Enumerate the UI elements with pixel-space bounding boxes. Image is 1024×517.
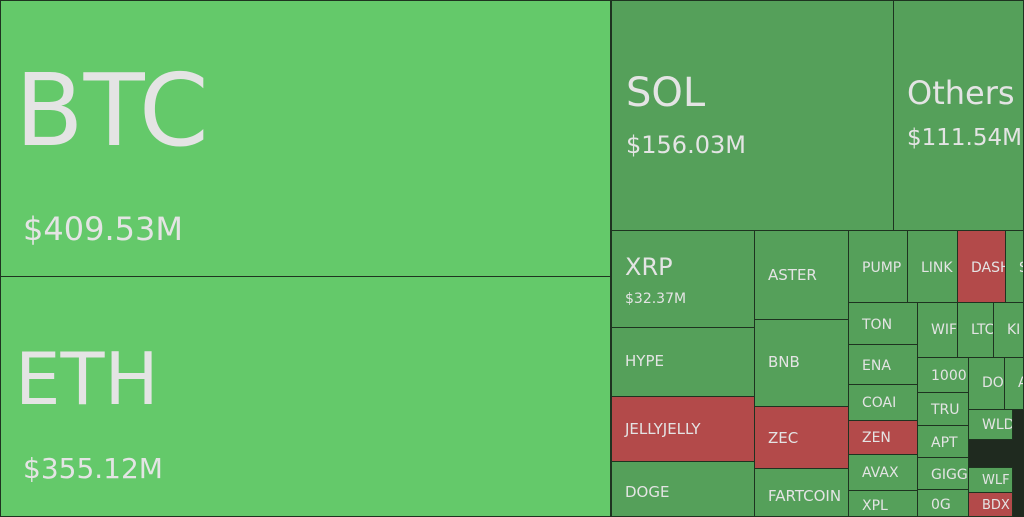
- tile: WLF: [968, 467, 1013, 493]
- tile-label: HYPE: [625, 352, 664, 370]
- tile-label: TRU: [931, 402, 960, 418]
- tile-label: ASTER: [768, 266, 817, 284]
- tile: S: [1005, 230, 1024, 303]
- tile-label: Others: [907, 74, 1015, 112]
- tile: A: [1004, 357, 1024, 410]
- tile-value: $409.53M: [23, 210, 183, 248]
- tile: BDX: [968, 492, 1013, 517]
- tile: WIF: [917, 302, 958, 358]
- tile: DOGE: [611, 461, 755, 517]
- tile-label: SOL: [626, 70, 706, 116]
- tile-label: AVAX: [862, 465, 899, 481]
- tile: FARTCOIN: [754, 468, 849, 517]
- tile-label: DOGE: [625, 483, 670, 501]
- tile: ASTER: [754, 230, 849, 320]
- tile-value: $111.54M: [907, 125, 1022, 151]
- tile: Others $111.54M: [893, 0, 1024, 231]
- tile-value: $32.37M: [625, 291, 687, 307]
- tile-label: BNB: [768, 353, 800, 371]
- tile-label: LINK: [921, 260, 953, 276]
- tile: JELLYJELLY: [611, 396, 755, 462]
- tile-label: DO: [982, 375, 1004, 391]
- tile: ENA: [848, 344, 918, 385]
- tile-value: $156.03M: [626, 131, 746, 159]
- tile: AVAX: [848, 454, 918, 491]
- tile: LINK: [907, 230, 958, 303]
- tile: ZEN: [848, 420, 918, 455]
- tile: TRU: [917, 392, 969, 426]
- tile-label: ETH: [15, 337, 159, 421]
- tile-label: BDX: [982, 498, 1010, 513]
- tile-label: FARTCOIN: [768, 487, 842, 505]
- tile: BNB: [754, 319, 849, 407]
- tile: SOL $156.03M: [611, 0, 894, 231]
- tile-label: XRP: [625, 253, 673, 281]
- tile: KI: [993, 302, 1024, 358]
- tile-label: KI: [1007, 322, 1021, 338]
- tile-label: TON: [862, 317, 893, 333]
- tile-label: WLF: [982, 473, 1010, 488]
- tile: PUMP: [848, 230, 908, 303]
- tile-label: WLD: [982, 417, 1013, 433]
- tile: 0G: [917, 489, 969, 517]
- tile-label: APT: [931, 435, 958, 451]
- tile: ETH $355.12M: [0, 276, 611, 517]
- tile: LTC: [957, 302, 994, 358]
- tile: TON: [848, 302, 918, 345]
- tile: COAI: [848, 384, 918, 421]
- tile: GIGG: [917, 457, 969, 490]
- tile: XRP $32.37M: [611, 230, 755, 328]
- tile-label: COAI: [862, 395, 897, 411]
- tile-label: JELLYJELLY: [625, 420, 701, 438]
- tile-label: A: [1018, 376, 1023, 390]
- tile-label: WIF: [931, 322, 958, 338]
- tile-value: $355.12M: [23, 452, 163, 485]
- tile-label: BTC: [15, 52, 209, 169]
- tile-label: ENA: [862, 358, 891, 374]
- tile: HYPE: [611, 327, 755, 397]
- tile-label: LTC: [971, 322, 994, 338]
- tile: BTC $409.53M: [0, 0, 611, 277]
- tile: WLD: [968, 409, 1013, 440]
- tile: APT: [917, 425, 969, 458]
- tile-label: ZEC: [768, 429, 799, 447]
- tile-label: 1000: [931, 368, 967, 384]
- tile-label: 0G: [931, 497, 951, 513]
- tile: XPL: [848, 490, 918, 517]
- tile-label: S: [1019, 261, 1023, 275]
- tile-label: GIGG: [931, 467, 968, 483]
- tile-label: XPL: [862, 498, 888, 514]
- tile-label: ZEN: [862, 430, 891, 446]
- tile: ZEC: [754, 406, 849, 469]
- tile: 1000: [917, 357, 969, 393]
- tile: DO: [968, 357, 1005, 410]
- tile-label: PUMP: [862, 260, 902, 276]
